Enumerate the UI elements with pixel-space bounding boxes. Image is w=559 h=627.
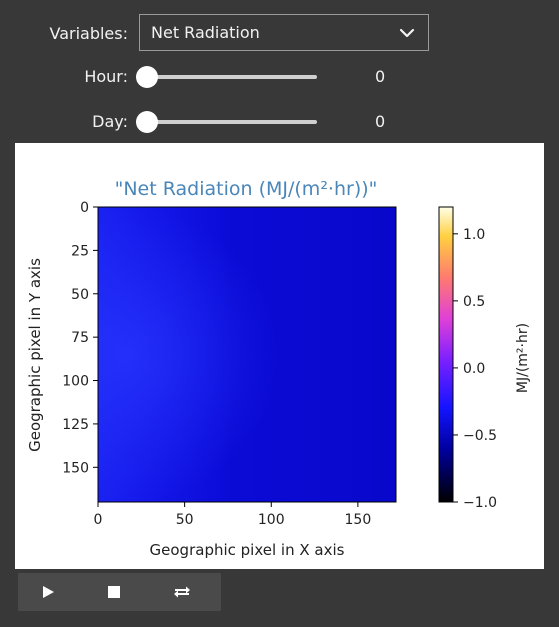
variables-dropdown[interactable]: Net Radiation (139, 14, 429, 51)
heatmap-glow (98, 207, 396, 502)
colorbar-tick-label: 1.0 (463, 227, 485, 243)
x-axis-label: Geographic pixel in X axis (150, 541, 345, 559)
chart-title: "Net Radiation (MJ/(m²·hr))" (115, 178, 378, 200)
stop-icon (108, 586, 120, 598)
hour-slider-track[interactable] (146, 75, 317, 79)
colorbar-tick-label: −0.5 (463, 428, 497, 444)
loop-button[interactable] (152, 573, 212, 611)
hour-label: Hour: (84, 67, 128, 86)
x-tick-label: 50 (176, 512, 194, 528)
heatmap-frame (97, 206, 397, 503)
y-tick-label: 100 (62, 374, 89, 390)
y-tick-label: 75 (71, 330, 89, 346)
variables-label-row: Variables: (40, 24, 128, 43)
loop-icon (174, 586, 190, 598)
colorbar-tick-label: 0.0 (463, 361, 485, 377)
x-tick-label: 150 (345, 512, 372, 528)
x-tick-label: 0 (94, 512, 103, 528)
colorbar-tick-label: 0.5 (463, 294, 485, 310)
colorbar-label: MJ/(m²·hr) (515, 323, 531, 393)
y-tick-label: 25 (71, 243, 89, 259)
hour-value: 0 (375, 67, 386, 86)
variables-selected-value: Net Radiation (151, 23, 260, 42)
chevron-down-icon (399, 28, 415, 38)
y-tick-label: 150 (62, 460, 89, 476)
day-slider-track[interactable] (146, 120, 317, 124)
y-tick-label: 50 (71, 287, 89, 303)
colorbar (438, 206, 454, 503)
play-button[interactable] (18, 573, 78, 611)
play-icon (43, 586, 54, 598)
y-axis-label: Geographic pixel in Y axis (26, 258, 44, 452)
day-value: 0 (375, 112, 386, 131)
x-tick-label: 100 (258, 512, 285, 528)
variables-label: Variables: (49, 24, 128, 43)
hour-slider-handle[interactable] (136, 66, 158, 88)
stop-button[interactable] (84, 573, 144, 611)
colorbar-tick-label: −1.0 (463, 495, 497, 511)
day-slider-handle[interactable] (136, 111, 158, 133)
hour-label-row: Hour: (40, 67, 128, 86)
y-tick-label: 125 (62, 417, 89, 433)
playback-controls (18, 573, 221, 611)
y-tick-label: 0 (80, 200, 89, 216)
day-label-row: Day: (40, 112, 128, 131)
figure-canvas: "Net Radiation (MJ/(m²·hr))" 0 50 100 150 0… (15, 143, 544, 569)
day-label: Day: (92, 112, 128, 131)
heatmap-chart: "Net Radiation (MJ/(m²·hr))" 0 50 100 150 0… (26, 178, 531, 559)
